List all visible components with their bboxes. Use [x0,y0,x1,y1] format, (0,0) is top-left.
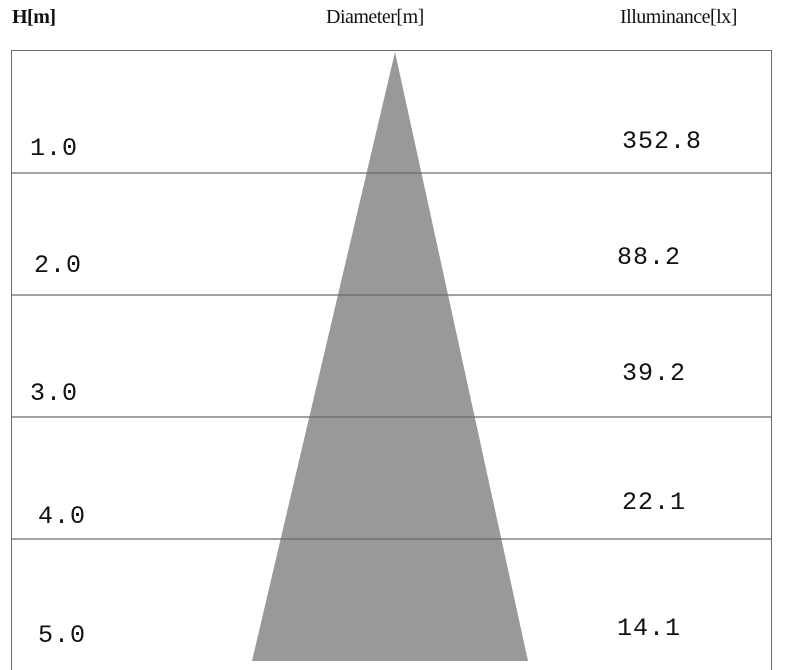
height-value: 2.0 [34,251,83,280]
height-value: 4.0 [38,502,87,531]
illuminance-value: 39.2 [622,359,687,388]
height-value: 3.0 [30,379,79,408]
illuminance-column-header: Illuminance[lx] [620,6,737,28]
diameter-column-header: Diameter[m] [326,6,424,28]
illuminance-value: 14.1 [617,614,682,643]
height-column-header: H[m] [12,6,56,28]
light-cone-shape [252,52,528,661]
height-value: 1.0 [30,134,79,163]
illuminance-value: 88.2 [617,243,682,272]
table-frame [11,50,772,670]
illuminance-value: 352.8 [622,127,703,156]
illuminance-value: 22.1 [622,488,687,517]
height-value: 5.0 [38,621,87,650]
